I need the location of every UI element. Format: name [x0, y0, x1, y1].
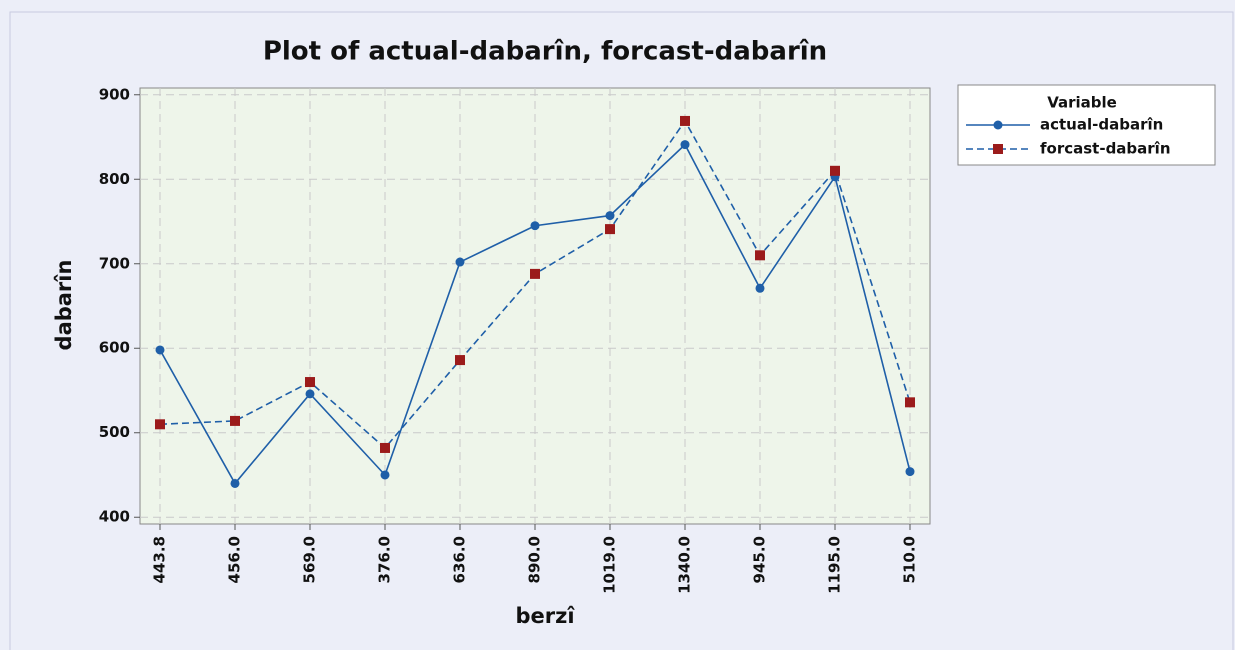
legend-marker: [993, 120, 1003, 130]
data-point: [380, 442, 390, 453]
data-point: [305, 377, 315, 388]
data-point: [380, 470, 390, 480]
data-point: [755, 250, 765, 261]
legend-title: Variable: [1047, 94, 1117, 112]
x-tick-label: 510.0: [901, 536, 919, 583]
legend-label: actual-dabarîn: [1040, 116, 1163, 134]
chart-title: Plot of actual-dabarîn, forcast-dabarîn: [263, 37, 827, 67]
y-tick-label: 400: [99, 508, 130, 526]
data-point: [155, 419, 165, 430]
data-point: [155, 345, 165, 355]
x-tick-label: 890.0: [526, 536, 544, 583]
data-point: [830, 165, 840, 176]
x-tick-label: 1019.0: [601, 536, 619, 594]
data-point: [305, 389, 315, 399]
x-tick-label: 636.0: [451, 536, 469, 583]
x-axis-label: berzî: [515, 604, 575, 628]
x-tick-label: 1340.0: [676, 536, 694, 594]
data-point: [605, 224, 615, 235]
y-tick-label: 600: [99, 339, 130, 357]
x-tick-label: 456.0: [226, 536, 244, 583]
data-point: [455, 355, 465, 366]
data-point: [230, 478, 240, 488]
y-tick-label: 700: [99, 254, 130, 272]
data-point: [605, 211, 615, 221]
x-tick-label: 443.8: [151, 536, 169, 583]
x-tick-label: 945.0: [751, 536, 769, 583]
frame: [9, 11, 1234, 650]
data-point: [905, 467, 915, 477]
y-tick-label: 800: [99, 170, 130, 188]
data-point: [905, 397, 915, 408]
data-point: [755, 283, 765, 293]
x-tick-label: 569.0: [301, 536, 319, 583]
x-tick-label: 376.0: [376, 536, 394, 583]
legend-marker: [993, 144, 1003, 154]
data-point: [530, 221, 540, 231]
data-point: [455, 257, 465, 267]
data-point: [680, 140, 690, 150]
x-tick-label: 1195.0: [826, 536, 844, 594]
legend-label: forcast-dabarîn: [1040, 140, 1171, 158]
data-point: [530, 268, 540, 279]
y-tick-label: 900: [99, 85, 130, 103]
data-point: [230, 415, 240, 426]
y-tick-label: 500: [99, 423, 130, 441]
data-point: [680, 115, 690, 126]
y-axis-label: dabarîn: [52, 260, 76, 351]
